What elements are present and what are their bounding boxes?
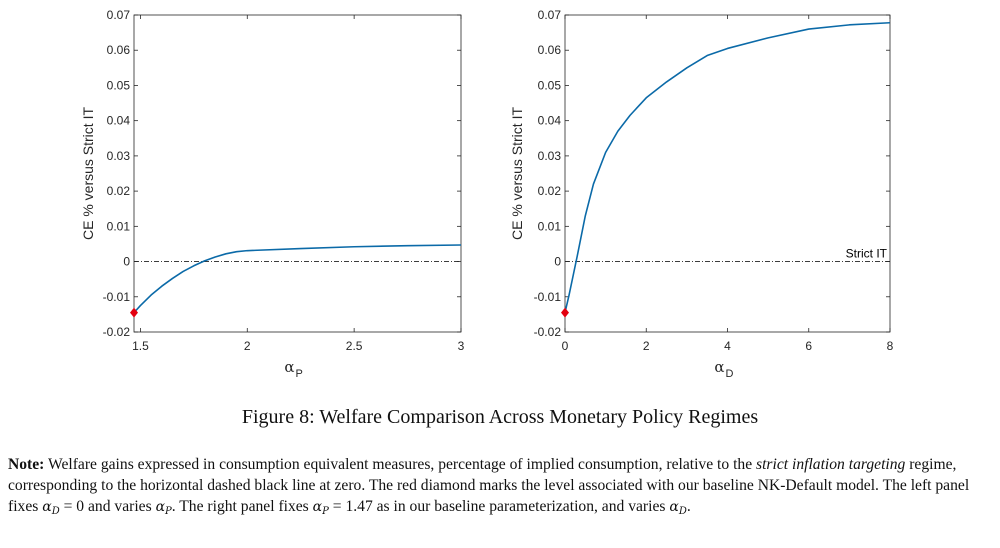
axes-box bbox=[564, 14, 891, 333]
axes-box bbox=[133, 14, 462, 333]
note-math-1: αD bbox=[42, 499, 60, 517]
y-tick-label: -0.02 bbox=[534, 325, 562, 339]
x-tick-label: 3 bbox=[458, 339, 465, 353]
y-axis-label: CE % versus Strict IT bbox=[80, 107, 96, 240]
y-tick-label: 0.04 bbox=[538, 114, 562, 128]
y-tick-label: -0.01 bbox=[534, 290, 562, 304]
series-line bbox=[564, 21, 891, 313]
note-text-2: regime, corresponding to the horizontal … bbox=[8, 456, 970, 515]
y-tick-label: 0.01 bbox=[538, 219, 562, 233]
y-tick-label: 0 bbox=[554, 255, 561, 269]
y-tick-label: 0.01 bbox=[107, 219, 131, 233]
x-axis-label-subscript: D bbox=[726, 368, 734, 380]
x-tick-label: 8 bbox=[887, 339, 894, 353]
left-panel: -0.02 -0.01 0 0.01 0.02 0.03 0.04 0.05 0.06 0.07 1… bbox=[80, 8, 465, 380]
note-label: Note: bbox=[8, 456, 45, 473]
y-tick-label: 0.04 bbox=[107, 114, 131, 128]
x-tick-label: 2 bbox=[643, 339, 650, 353]
x-axis-label-symbol: α bbox=[284, 358, 294, 376]
x-tick-label: 4 bbox=[724, 339, 731, 353]
y-tick-label: -0.02 bbox=[103, 325, 131, 339]
figure-caption: Figure 8: Welfare Comparison Across Mone… bbox=[241, 406, 759, 428]
baseline-marker bbox=[130, 307, 138, 318]
y-tick-label: 0.07 bbox=[538, 8, 562, 22]
y-tick-label: 0.06 bbox=[538, 43, 562, 57]
y-tick-label: 0.02 bbox=[538, 184, 562, 198]
note-text-6: . bbox=[686, 498, 691, 515]
y-tick-label: 0.03 bbox=[538, 149, 562, 163]
x-axis-label-subscript: P bbox=[296, 368, 303, 380]
x-tick-label: 1.5 bbox=[132, 339, 149, 353]
y-tick-label: 0.05 bbox=[107, 78, 131, 92]
x-tick-label: 6 bbox=[805, 339, 812, 353]
y-tick-label: -0.01 bbox=[103, 290, 131, 304]
series-line bbox=[133, 244, 462, 314]
note-text-1: Welfare gains expressed in consumption e… bbox=[44, 456, 757, 473]
note-emphasis: strict inflation targeting bbox=[756, 456, 906, 473]
note-math-2: αP bbox=[155, 499, 172, 517]
figure-note: Note: Welfare gains expressed in consump… bbox=[8, 454, 994, 522]
note-math-3: αP bbox=[312, 499, 329, 517]
y-tick-label: 0.07 bbox=[107, 8, 131, 22]
y-tick-label: 0 bbox=[123, 255, 130, 269]
y-tick-label: 0.06 bbox=[107, 43, 131, 57]
note-text-4: . The right panel fixes bbox=[171, 498, 313, 515]
note-math-4: αD bbox=[669, 499, 687, 517]
right-panel: -0.02 -0.01 0 0.01 0.02 0.03 0.04 0.05 0.06 0.07 0… bbox=[509, 8, 894, 380]
x-tick-label: 2.5 bbox=[346, 339, 363, 353]
x-axis-label-symbol: α bbox=[714, 358, 724, 376]
x-tick-label: 2 bbox=[244, 339, 251, 353]
reference-line-label: Strict IT bbox=[846, 247, 888, 261]
y-tick-label: 0.03 bbox=[107, 149, 131, 163]
x-tick-label: 0 bbox=[562, 339, 569, 353]
figure: -0.02 -0.01 0 0.01 0.02 0.03 0.04 0.05 0.06 0.07 1… bbox=[80, 8, 894, 380]
baseline-marker bbox=[561, 307, 569, 318]
y-axis-label: CE % versus Strict IT bbox=[509, 107, 525, 240]
y-tick-label: 0.02 bbox=[107, 184, 131, 198]
note-text-5: = 1.47 as in our baseline parameterizati… bbox=[328, 498, 670, 515]
y-tick-label: 0.05 bbox=[538, 78, 562, 92]
note-text-3: = 0 and varies bbox=[59, 498, 156, 515]
